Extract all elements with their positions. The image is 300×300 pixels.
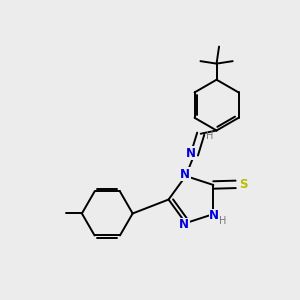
Text: N: N: [186, 147, 196, 160]
Text: H: H: [219, 216, 226, 226]
Text: H: H: [206, 131, 214, 141]
Text: N: N: [180, 168, 190, 181]
Text: N: N: [209, 209, 219, 222]
Text: N: N: [179, 218, 189, 232]
Text: S: S: [239, 178, 248, 191]
